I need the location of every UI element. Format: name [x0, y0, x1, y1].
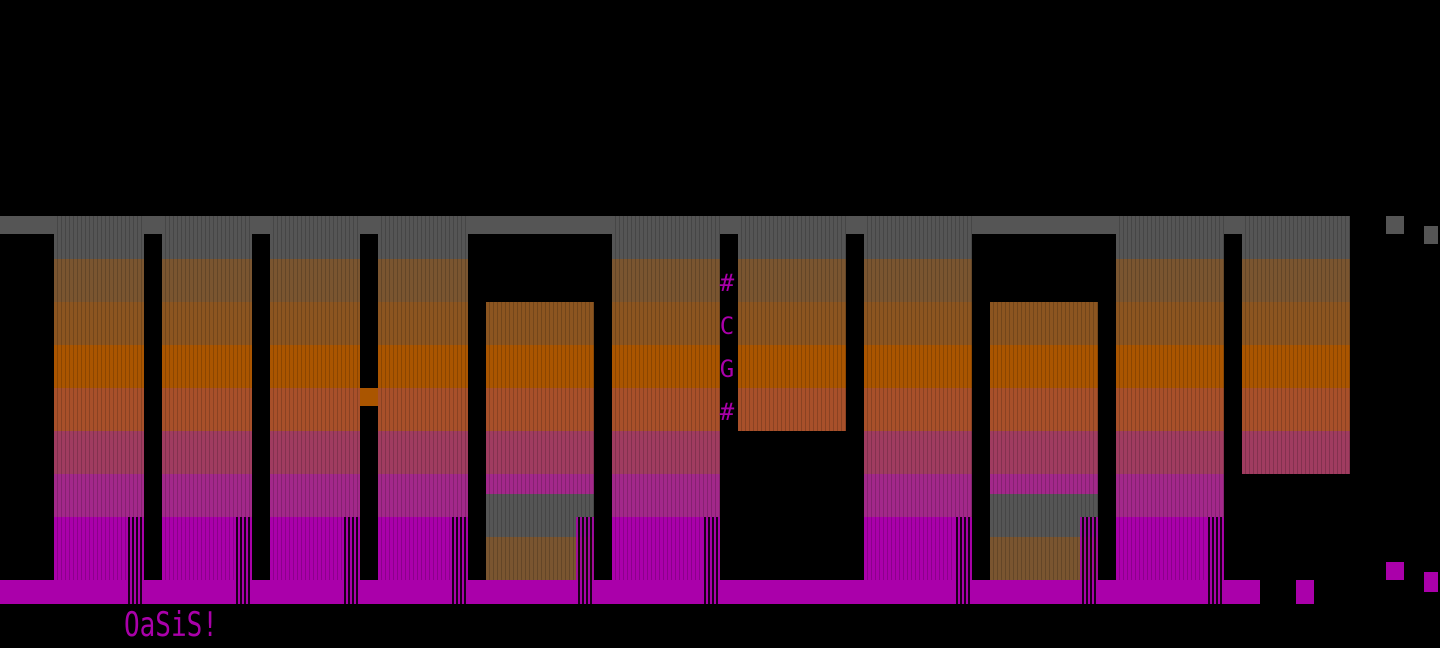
tag-char: C	[719, 312, 735, 340]
pillar	[1242, 216, 1350, 474]
pillar	[864, 216, 972, 580]
fragment-block	[1386, 216, 1404, 234]
signature-text: OaSiS!	[124, 606, 218, 645]
pillar	[738, 216, 846, 431]
dither-strip	[1206, 517, 1224, 604]
dither-strip	[1080, 517, 1098, 604]
tag-char: #	[719, 269, 735, 297]
gap-block	[1260, 580, 1296, 604]
tag-char: #	[719, 398, 735, 426]
dither-strip	[702, 517, 720, 604]
dither-strip	[342, 517, 360, 604]
pillar	[990, 302, 1098, 580]
fragment-block	[1386, 562, 1404, 580]
vertical-tag: # C G #	[718, 262, 736, 434]
bridge	[360, 388, 378, 406]
fragment-block	[1424, 226, 1438, 244]
dither-strip	[126, 517, 144, 604]
dither-strip	[954, 517, 972, 604]
bottom-magenta-bar	[0, 580, 1260, 604]
tag-char: G	[719, 355, 735, 383]
dither-strip	[234, 517, 252, 604]
fragment-block	[1424, 572, 1438, 592]
dither-strip	[450, 517, 468, 604]
dither-strip	[576, 517, 594, 604]
fragment-block	[1296, 580, 1314, 604]
